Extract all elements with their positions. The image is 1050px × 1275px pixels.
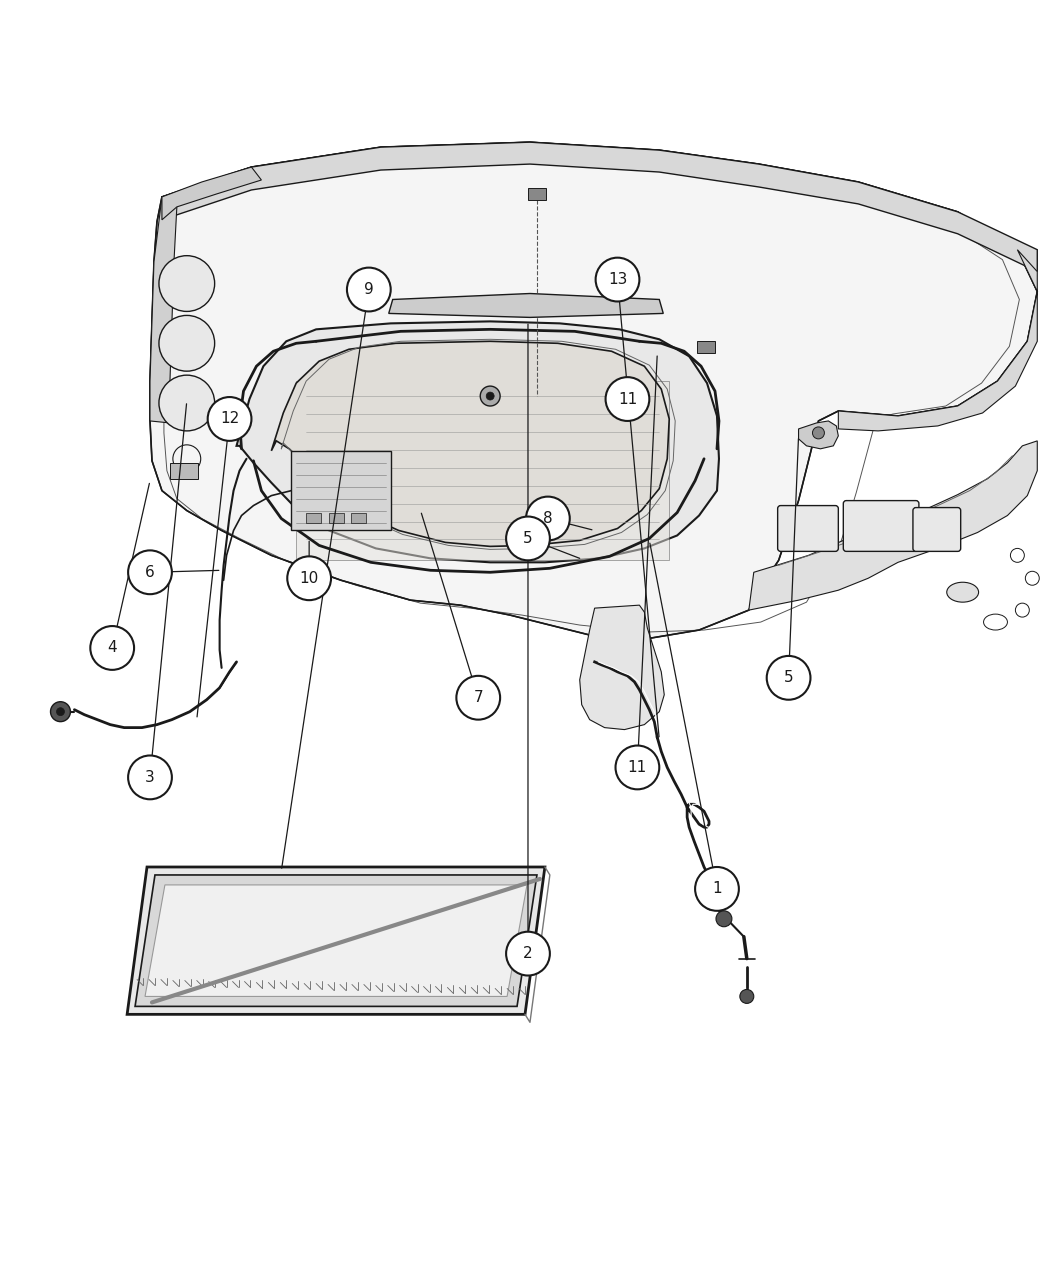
Circle shape xyxy=(128,551,172,594)
Circle shape xyxy=(90,626,134,669)
Polygon shape xyxy=(162,143,1037,272)
Circle shape xyxy=(716,910,732,927)
Polygon shape xyxy=(162,167,261,219)
Text: 4: 4 xyxy=(107,640,117,655)
Circle shape xyxy=(159,375,214,431)
Circle shape xyxy=(159,315,214,371)
Bar xyxy=(307,513,321,523)
Polygon shape xyxy=(150,196,176,423)
Circle shape xyxy=(506,932,550,975)
Polygon shape xyxy=(127,867,545,1015)
Text: 7: 7 xyxy=(474,690,483,705)
Circle shape xyxy=(457,676,500,719)
Circle shape xyxy=(57,708,64,715)
Text: 5: 5 xyxy=(523,530,532,546)
Circle shape xyxy=(288,556,331,601)
Polygon shape xyxy=(291,451,391,530)
Circle shape xyxy=(50,701,70,722)
Circle shape xyxy=(128,756,172,799)
Circle shape xyxy=(159,256,214,311)
Text: 3: 3 xyxy=(145,770,154,785)
Circle shape xyxy=(346,268,391,311)
Text: 13: 13 xyxy=(608,272,627,287)
Circle shape xyxy=(695,867,739,910)
Polygon shape xyxy=(145,885,527,997)
Bar xyxy=(170,463,197,478)
Text: 12: 12 xyxy=(219,412,239,426)
Circle shape xyxy=(486,393,495,400)
Polygon shape xyxy=(838,250,1037,431)
Circle shape xyxy=(208,397,251,441)
Circle shape xyxy=(506,516,550,560)
Bar xyxy=(351,513,365,523)
Bar xyxy=(528,187,546,200)
Circle shape xyxy=(740,989,754,1003)
Circle shape xyxy=(766,655,811,700)
Polygon shape xyxy=(388,293,664,317)
Text: 1: 1 xyxy=(712,881,721,896)
FancyBboxPatch shape xyxy=(778,506,838,551)
Polygon shape xyxy=(236,321,719,562)
FancyBboxPatch shape xyxy=(843,501,919,551)
Text: 11: 11 xyxy=(617,391,637,407)
Ellipse shape xyxy=(947,583,979,602)
Polygon shape xyxy=(135,875,537,1006)
Bar xyxy=(697,342,715,353)
Circle shape xyxy=(813,427,824,439)
Text: 8: 8 xyxy=(543,511,552,527)
Circle shape xyxy=(480,386,500,405)
Polygon shape xyxy=(296,381,669,560)
Circle shape xyxy=(595,258,639,301)
FancyBboxPatch shape xyxy=(912,507,961,551)
Text: 5: 5 xyxy=(783,671,794,686)
Text: 6: 6 xyxy=(145,565,154,580)
Polygon shape xyxy=(580,606,665,729)
Polygon shape xyxy=(749,441,1037,611)
Circle shape xyxy=(526,497,570,541)
Polygon shape xyxy=(271,342,669,547)
Polygon shape xyxy=(150,143,1037,640)
Circle shape xyxy=(606,377,649,421)
Polygon shape xyxy=(799,421,838,449)
Circle shape xyxy=(615,746,659,789)
Text: 10: 10 xyxy=(299,571,319,585)
Text: 11: 11 xyxy=(628,760,647,775)
Text: 2: 2 xyxy=(523,946,532,961)
Bar xyxy=(329,513,344,523)
Text: 9: 9 xyxy=(364,282,374,297)
